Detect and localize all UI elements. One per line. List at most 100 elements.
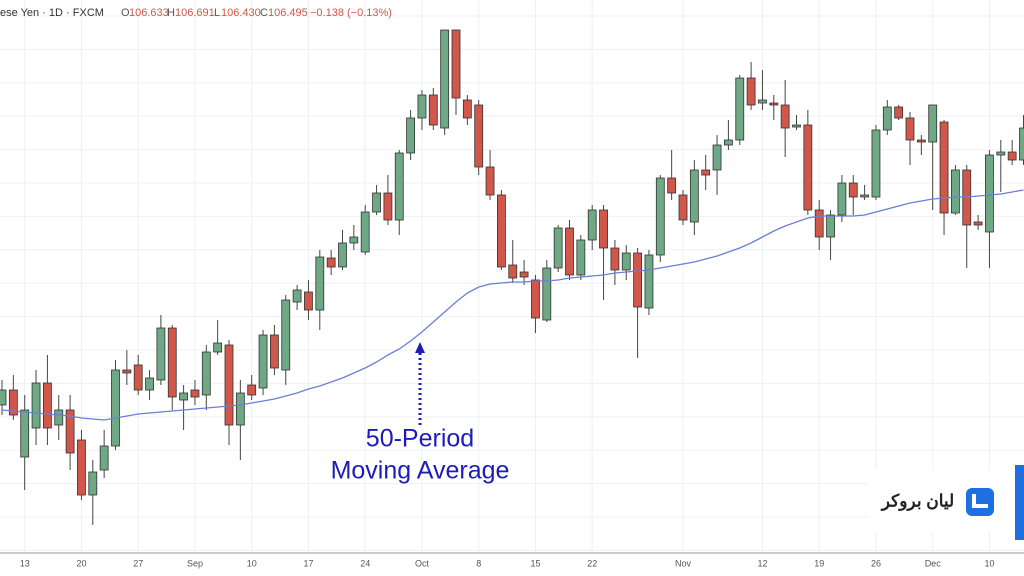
candle-body xyxy=(269,334,279,369)
logo-text: لیان بروکر xyxy=(880,491,955,511)
candle-body xyxy=(213,342,223,353)
x-tick-label: Dec xyxy=(925,558,942,568)
candle-body xyxy=(338,242,347,268)
candle-body xyxy=(201,351,211,396)
candle-body xyxy=(531,279,540,319)
candle-body xyxy=(77,439,86,496)
candle-body xyxy=(417,94,427,119)
candle-body xyxy=(235,392,245,426)
candle-body xyxy=(882,106,892,131)
x-tick-label: 13 xyxy=(20,558,30,568)
candle-body xyxy=(0,389,7,406)
candle-body xyxy=(258,334,268,389)
candle-body xyxy=(167,327,177,398)
candle-body xyxy=(156,327,166,381)
c-value: 106.495 xyxy=(268,7,308,19)
candle-body xyxy=(451,29,461,99)
x-tick-label: 15 xyxy=(530,558,540,568)
candle-body xyxy=(99,445,109,471)
candle-body xyxy=(644,254,654,309)
candle-body xyxy=(519,271,529,278)
candle-body xyxy=(565,227,574,276)
candle-body xyxy=(383,192,393,221)
logo-icon xyxy=(966,488,994,516)
candle-body xyxy=(485,166,495,196)
candle-body xyxy=(678,194,688,221)
candle-body xyxy=(701,169,711,176)
l-label: L xyxy=(214,7,220,19)
candle-body xyxy=(315,256,325,311)
change: −0.138 (−0.13%) xyxy=(310,7,392,19)
candle-body xyxy=(769,102,779,106)
candle-body xyxy=(440,29,450,129)
x-tick-label: 27 xyxy=(133,558,143,568)
candle-body xyxy=(1007,151,1017,161)
candle-body xyxy=(496,194,506,268)
candle-body xyxy=(985,154,994,233)
candle-body xyxy=(848,182,858,198)
candle-body xyxy=(54,409,64,426)
x-tick-label: 24 xyxy=(360,558,370,568)
candle-body xyxy=(837,182,847,216)
x-tick-label: 26 xyxy=(871,558,881,568)
moving-average-line xyxy=(1,189,1024,421)
x-tick-label: Nov xyxy=(675,558,692,568)
candle-body xyxy=(621,252,631,271)
candle-body xyxy=(587,209,597,241)
annotation: Moving Average xyxy=(331,457,510,485)
x-tick-label: 19 xyxy=(814,558,824,568)
x-tick-label: Sep xyxy=(187,558,203,568)
candle-body xyxy=(905,117,915,141)
candle-body xyxy=(826,214,835,238)
candle-body xyxy=(724,139,733,146)
candle-body xyxy=(871,129,881,198)
plot xyxy=(0,29,1024,525)
candle-body xyxy=(655,177,665,256)
candle-body xyxy=(122,369,132,374)
candle-body xyxy=(111,369,120,447)
candle-body xyxy=(360,211,370,253)
candle-body xyxy=(689,169,699,223)
x-tick-label: Oct xyxy=(415,558,430,568)
x-tick-label: 22 xyxy=(587,558,597,568)
candle-body xyxy=(712,144,722,171)
candle-body xyxy=(996,151,1006,156)
candle-body xyxy=(20,409,30,458)
candle-body xyxy=(780,104,790,129)
x-tick-label: 8 xyxy=(476,558,481,568)
candle-body xyxy=(145,377,154,391)
x-tick-label: 12 xyxy=(757,558,767,568)
o-value: 106.633 xyxy=(129,7,169,19)
candle-body xyxy=(281,299,291,371)
candle-body xyxy=(792,124,801,128)
candle-body xyxy=(599,209,608,249)
logo: لیان بروکر xyxy=(868,465,1024,540)
candle-body xyxy=(894,106,904,119)
candle-body xyxy=(814,209,824,238)
h-label: H xyxy=(167,7,175,19)
candle-body xyxy=(88,471,98,496)
candle-body xyxy=(542,267,552,321)
candle-body xyxy=(224,344,234,426)
candle-body xyxy=(43,382,52,429)
candle-body xyxy=(1019,127,1024,161)
candle-body xyxy=(576,239,586,276)
candle-body xyxy=(349,236,359,244)
candle-body xyxy=(304,291,313,311)
grid xyxy=(0,0,1024,553)
x-tick-label: 10 xyxy=(984,558,994,568)
candle-body xyxy=(372,192,381,213)
annotation-arrow xyxy=(415,342,425,425)
candle-body xyxy=(65,409,75,454)
candle-body xyxy=(247,384,257,396)
candle-body xyxy=(973,221,983,226)
candle-body xyxy=(292,289,302,303)
candle-body xyxy=(190,389,200,398)
candle-body xyxy=(746,77,756,106)
candle-body xyxy=(610,247,620,271)
symbol: ese Yen · 1D · FXCM xyxy=(0,7,104,19)
candle-body xyxy=(860,194,869,198)
candle-body xyxy=(939,121,949,214)
l-value: 106.430 xyxy=(221,7,261,19)
